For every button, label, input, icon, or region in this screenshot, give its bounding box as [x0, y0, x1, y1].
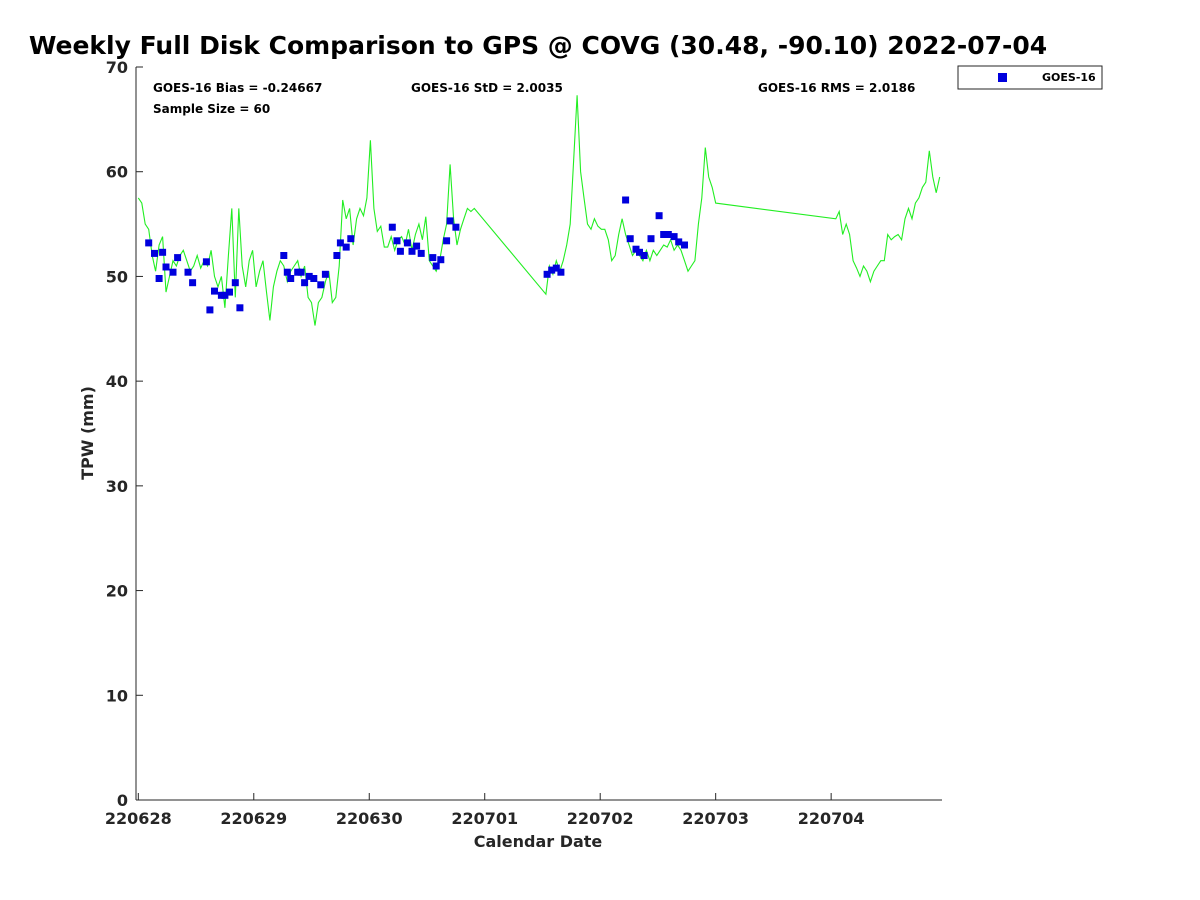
data-point-goes16: [226, 288, 233, 296]
data-point-goes16: [408, 247, 416, 255]
data-point-goes16: [636, 248, 643, 256]
x-tick-label: 220703: [682, 809, 749, 828]
x-tick-label: 220704: [798, 809, 865, 828]
data-point-goes16: [162, 263, 170, 271]
y-tick-label: 30: [106, 477, 128, 496]
y-tick-label: 20: [106, 582, 128, 601]
y-axis-ticks: 0 10 20 30 40 50 60 70: [106, 58, 143, 810]
x-tick-label: 220628: [105, 809, 172, 828]
data-point-goes16: [287, 275, 295, 282]
y-tick-label: 50: [106, 267, 128, 286]
y-tick-label: 0: [117, 791, 128, 810]
legend-box: [957, 65, 1103, 90]
data-point-goes16: [403, 239, 411, 247]
data-point-goes16: [655, 212, 663, 220]
x-tick-label: 220629: [220, 809, 287, 828]
data-point-goes16: [432, 262, 440, 270]
data-point-goes16: [321, 270, 329, 278]
data-point-goes16: [543, 270, 551, 278]
y-tick-label: 40: [106, 372, 128, 391]
data-point-goes16: [342, 243, 350, 251]
data-point-goes16: [647, 235, 655, 243]
x-tick-label: 220702: [567, 809, 634, 828]
x-tick-label: 220701: [451, 809, 518, 828]
data-point-goes16: [336, 239, 344, 247]
data-point-goes16: [174, 254, 182, 262]
data-point-goes16: [310, 275, 318, 282]
data-point-goes16: [443, 237, 451, 245]
plot-area: 0 10 20 30 40 50 60 70 220628 220629 220630 220701…: [105, 58, 942, 828]
data-point-goes16: [664, 231, 672, 238]
data-point-goes16: [626, 235, 634, 243]
data-point-goes16: [417, 249, 425, 257]
x-axis-label: Calendar Date: [474, 832, 603, 851]
data-point-goes16: [622, 196, 630, 204]
legend-marker-goes16: [998, 73, 1007, 82]
data-point-goes16: [297, 268, 305, 276]
data-point-goes16: [151, 249, 158, 257]
data-point-goes16: [231, 279, 239, 287]
legend: GOES-16: [957, 65, 1103, 90]
data-point-goes16: [159, 248, 167, 256]
y-axis-label: TPW (mm): [78, 386, 97, 480]
data-point-goes16: [640, 252, 648, 259]
data-point-goes16: [189, 279, 197, 287]
data-point-goes16: [211, 287, 218, 295]
data-point-goes16: [660, 231, 668, 238]
chart-title: Weekly Full Disk Comparison to GPS @ COV…: [29, 31, 1047, 60]
data-point-goes16: [670, 233, 678, 241]
data-point-goes16: [169, 268, 177, 276]
data-point-goes16: [145, 239, 153, 247]
data-point-goes16: [301, 279, 309, 287]
data-point-goes16: [333, 252, 341, 259]
y-tick-label: 60: [106, 163, 128, 182]
y-tick-label: 70: [106, 58, 128, 77]
series-layer: [137, 95, 941, 326]
data-point-goes16: [557, 268, 565, 276]
data-point-goes16: [305, 272, 313, 280]
data-point-goes16: [155, 275, 163, 282]
data-point-goes16: [280, 252, 288, 259]
data-point-goes16: [202, 258, 210, 266]
data-point-goes16: [221, 291, 229, 299]
x-tick-label: 220630: [336, 809, 403, 828]
data-point-goes16: [283, 268, 291, 276]
data-point-goes16: [548, 266, 556, 274]
data-point-goes16: [347, 235, 355, 243]
x-axis-ticks: 220628 220629 220630 220701 220702 220703 2207…: [105, 793, 865, 828]
data-point-goes16: [184, 268, 192, 276]
data-point-goes16: [552, 264, 560, 272]
data-point-goes16: [413, 242, 421, 250]
data-point-goes16: [388, 223, 396, 231]
data-point-goes16: [681, 241, 688, 249]
bias-stat: GOES-16 Bias = -0.24667: [153, 81, 322, 95]
data-point-goes16: [429, 254, 437, 262]
data-point-goes16: [675, 238, 683, 246]
data-point-goes16: [446, 217, 454, 225]
data-point-goes16: [317, 281, 325, 289]
data-point-goes16: [393, 237, 401, 245]
std-stat: GOES-16 StD = 2.0035: [411, 81, 563, 95]
data-point-goes16: [396, 247, 404, 255]
data-point-goes16: [206, 306, 214, 314]
sample-size-stat: Sample Size = 60: [153, 102, 270, 116]
plot-background: [136, 67, 942, 800]
legend-label-goes16: GOES-16: [1042, 71, 1096, 84]
rms-stat: GOES-16 RMS = 2.0186: [758, 81, 915, 95]
y-tick-label: 10: [106, 686, 128, 705]
data-point-goes16: [437, 256, 445, 264]
data-point-goes16: [452, 223, 460, 231]
data-point-goes16: [236, 304, 244, 312]
